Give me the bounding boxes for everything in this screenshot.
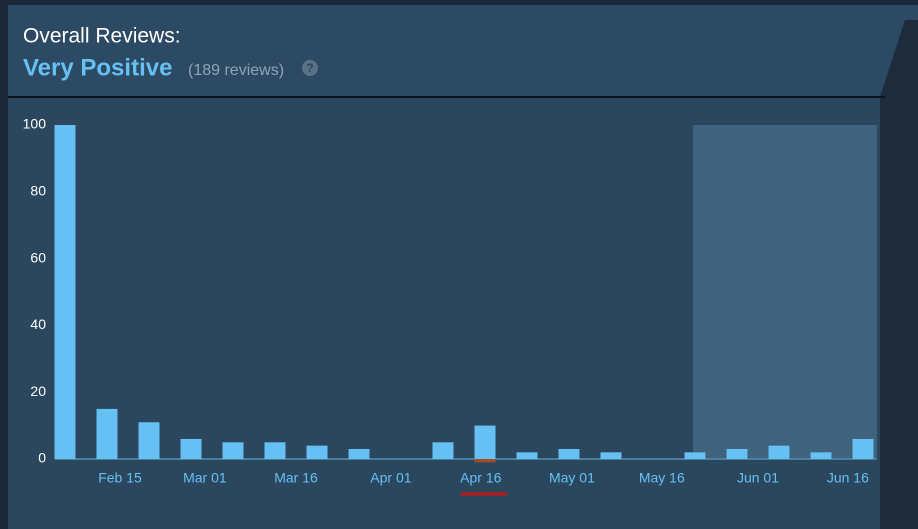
x-tick-label: May 16: [639, 470, 685, 486]
x-tick-label: May 01: [549, 470, 595, 486]
y-tick-label: 80: [30, 183, 46, 199]
bar: [348, 448, 370, 459]
y-tick-label: 40: [30, 316, 46, 332]
bar: [516, 452, 538, 459]
help-icon[interactable]: ?: [306, 61, 313, 75]
bar: [852, 438, 874, 459]
bar: [474, 425, 496, 459]
x-tick-label: Jun 01: [737, 470, 779, 486]
bar: [600, 452, 622, 459]
bar: [726, 448, 748, 459]
x-tick-label: Apr 16: [460, 470, 501, 486]
header-panel: [8, 5, 918, 97]
bar: [768, 445, 790, 459]
x-tick-label: Mar 01: [183, 470, 227, 486]
bar: [222, 442, 244, 459]
bar: [54, 125, 76, 459]
bar: [180, 438, 202, 459]
x-tick-label: Apr 01: [370, 470, 411, 486]
header-title: Overall Reviews:: [23, 25, 181, 48]
bar: [138, 422, 160, 459]
side-shade: [880, 20, 918, 529]
x-tick-label: Feb 15: [98, 470, 142, 486]
y-tick-label: 100: [23, 116, 47, 132]
help-icon-bg[interactable]: [302, 60, 318, 76]
bar: [474, 459, 496, 463]
bar: [306, 445, 328, 459]
bar: [684, 452, 706, 459]
x-tick-label: Mar 16: [274, 470, 318, 486]
y-tick-label: 60: [30, 249, 46, 265]
review-count: (189 reviews): [188, 62, 284, 79]
x-tick-label: Jun 16: [827, 470, 869, 486]
bar: [96, 408, 118, 459]
summary: Very Positive: [23, 54, 172, 81]
bar: [432, 442, 454, 459]
bar: [264, 442, 286, 459]
bar: [810, 452, 832, 459]
bar: [558, 448, 580, 459]
y-tick-label: 0: [38, 450, 46, 466]
y-tick-label: 20: [30, 383, 46, 399]
selection-range[interactable]: [693, 125, 877, 459]
